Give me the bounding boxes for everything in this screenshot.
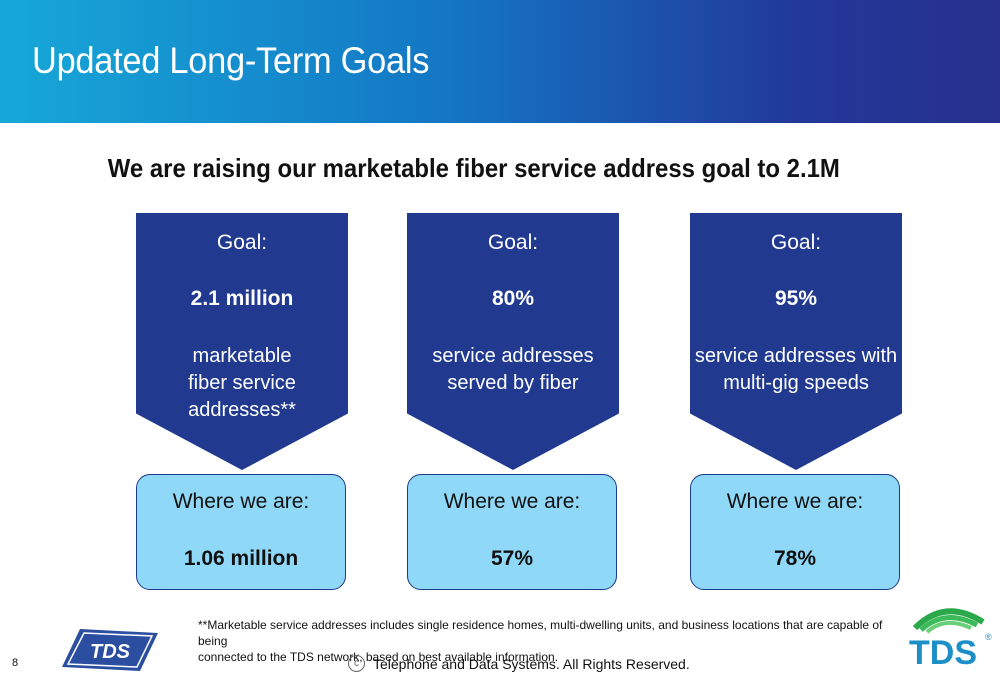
goal-column-3: Goal: 95% service addresses with multi-g…: [690, 213, 902, 590]
goal-arrow-1: Goal: 2.1 million marketable fiber servi…: [136, 213, 348, 470]
goal-column-1: Goal: 2.1 million marketable fiber servi…: [136, 213, 348, 590]
page-number: 8: [12, 657, 19, 669]
goal-description: service addresses served by fiber: [407, 343, 619, 397]
goal-value: 80%: [491, 287, 535, 310]
goal-description-line: service addresses: [432, 345, 594, 367]
where-value: 57%: [490, 547, 534, 570]
where-label: Where we are:: [726, 490, 864, 513]
tds-arcs-logo-icon: TDS ®: [909, 608, 992, 672]
goal-label: Goal:: [487, 231, 539, 254]
goal-description: service addresses with multi-gig speeds: [690, 343, 902, 397]
goal-description-line: addresses**: [188, 399, 296, 421]
where-label: Where we are:: [443, 490, 581, 513]
tds-logo-right: TDS ®: [905, 600, 995, 675]
goal-value: 95%: [774, 287, 818, 310]
goal-column-2: Goal: 80% service addresses served by fi…: [407, 213, 619, 590]
title-banner: Updated Long-Term Goals: [0, 0, 1000, 123]
copyright: c Telephone and Data Systems. All Rights…: [348, 655, 690, 672]
goal-description-line: served by fiber: [447, 372, 579, 394]
goal-arrow-2: Goal: 80% service addresses served by fi…: [407, 213, 619, 470]
goal-arrow-3: Goal: 95% service addresses with multi-g…: [690, 213, 902, 470]
goal-label: Goal:: [770, 231, 822, 254]
goal-description-line: service addresses with: [694, 345, 898, 367]
page-title: Updated Long-Term Goals: [32, 40, 430, 81]
goal-description-line: multi-gig speeds: [723, 372, 869, 394]
where-value: 1.06 million: [183, 547, 299, 570]
copyright-text: Telephone and Data Systems. All Rights R…: [373, 655, 690, 672]
copyright-icon: c: [348, 655, 365, 672]
where-value: 78%: [773, 547, 817, 570]
tds-diamond-logo-icon: TDS: [62, 629, 158, 671]
footnote-line: **Marketable service addresses includes …: [198, 618, 883, 648]
footnote-line: connected to the TDS network, based on b…: [198, 650, 558, 664]
goal-value: 2.1 million: [190, 287, 294, 310]
goal-label: Goal:: [216, 231, 268, 254]
logo-text: TDS: [909, 634, 977, 670]
tds-logo-left: TDS: [60, 625, 160, 680]
logo-text: TDS: [90, 641, 131, 663]
where-label: Where we are:: [172, 490, 310, 513]
goal-description-line: marketable: [192, 345, 292, 367]
goal-description: marketable fiber service addresses**: [136, 343, 348, 424]
goal-description-line: fiber service: [188, 372, 296, 394]
footnote: **Marketable service addresses includes …: [198, 617, 888, 665]
where-we-are-box-2: Where we are: 57%: [407, 474, 617, 590]
where-we-are-box-1: Where we are: 1.06 million: [136, 474, 346, 590]
where-we-are-box-3: Where we are: 78%: [690, 474, 900, 590]
registered-mark: ®: [985, 632, 992, 642]
headline: We are raising our marketable fiber serv…: [107, 153, 840, 183]
